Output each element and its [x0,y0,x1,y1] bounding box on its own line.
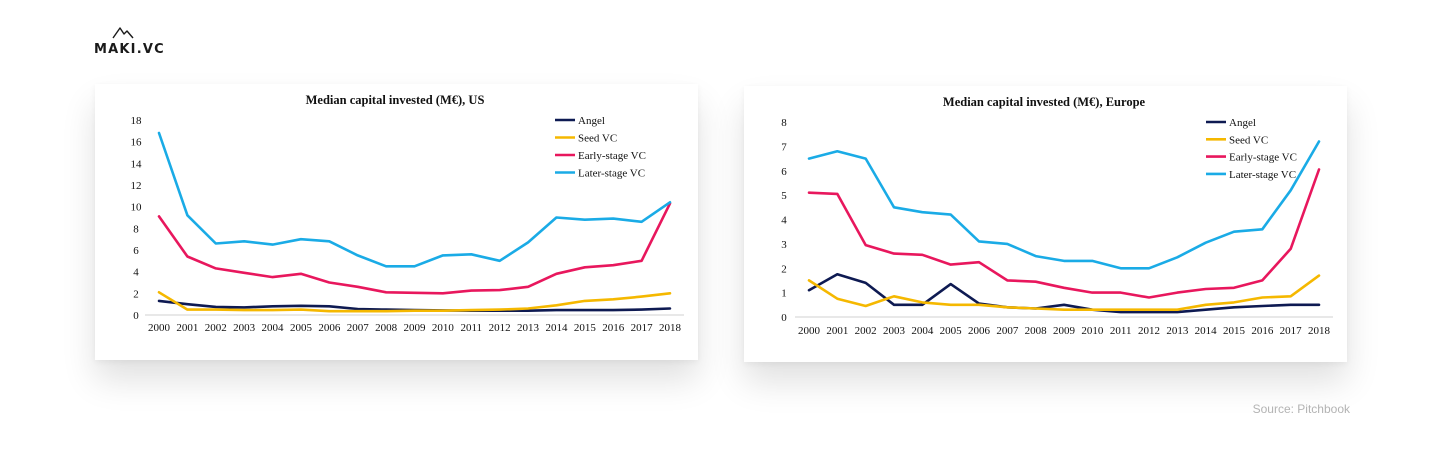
x-tick-label: 2006 [318,322,341,334]
series-line-seed-vc [157,291,672,313]
y-tick-label: 4 [781,215,787,227]
y-tick-label: 16 [131,137,143,149]
x-tick-label: 2012 [1138,325,1160,337]
y-tick-label: 8 [781,117,787,129]
y-tick-label: 4 [133,267,139,279]
legend-label-angel: Angel [578,115,605,127]
x-tick-label: 2014 [1195,325,1218,337]
x-tick-label: 2017 [631,322,654,334]
source-note: Source: Pitchbook [1252,402,1350,416]
x-tick-label: 2001 [826,325,848,337]
chart-title: Median capital invested (M€), Europe [943,95,1146,109]
y-tick-label: 18 [131,115,143,127]
y-tick-label: 12 [131,180,142,192]
series-line-later-stage-vc [157,131,672,268]
x-tick-label: 2006 [968,325,991,337]
series-line-early-stage-vc [157,202,672,295]
y-tick-label: 0 [133,310,139,322]
x-tick-label: 2012 [489,322,511,334]
maki-peak-icon [112,27,134,39]
chart-panel-europe: Median capital invested (M€), Europe 0 1 2 3… [744,86,1347,362]
legend-label-angel: Angel [1229,117,1256,129]
legend-label-early-stage-vc: Early-stage VC [578,150,646,162]
x-tick-label: 2007 [996,325,1019,337]
y-tick-label: 0 [781,312,787,324]
chart-panel-us: Median capital invested (M€), US 0 2 4 6 8 10 1… [95,84,698,360]
x-tick-label: 2018 [659,322,682,334]
legend-label-seed-vc: Seed VC [1229,134,1268,146]
x-tick-label: 2018 [1308,325,1331,337]
legend-label-later-stage-vc: Later-stage VC [1229,169,1296,181]
y-tick-label: 7 [781,141,787,153]
x-tick-label: 2008 [375,322,398,334]
x-tick-label: 2014 [545,322,568,334]
y-tick-label: 2 [781,263,787,275]
brand-name: MAKI.VC [94,42,165,57]
line-chart-us: Median capital invested (M€), US 0 2 4 6 8 10 1… [131,93,684,334]
x-tick-label: 2010 [432,322,455,334]
y-tick-label: 14 [131,158,143,170]
y-tick-label: 5 [781,190,787,202]
x-tick-label: 2015 [574,322,597,334]
y-tick-label: 8 [133,223,139,235]
series-line-seed-vc [807,274,1321,311]
y-tick-label: 6 [781,166,787,178]
x-tick-label: 2016 [602,322,625,334]
series-line-early-stage-vc [807,168,1321,299]
chart-title: Median capital invested (M€), US [306,93,485,107]
legend-label-early-stage-vc: Early-stage VC [1229,152,1297,164]
x-tick-label: 2008 [1025,325,1048,337]
line-chart-europe: Median capital invested (M€), Europe 0 1 2 3… [781,95,1333,337]
x-tick-label: 2017 [1280,325,1303,337]
x-tick-label: 2013 [517,322,540,334]
x-tick-label: 2004 [911,325,934,337]
x-tick-label: 2003 [233,322,256,334]
legend-label-later-stage-vc: Later-stage VC [578,168,645,180]
x-tick-label: 2016 [1251,325,1274,337]
x-tick-label: 2001 [176,322,198,334]
x-tick-label: 2007 [347,322,370,334]
x-tick-label: 2000 [798,325,821,337]
x-tick-label: 2010 [1081,325,1104,337]
x-tick-label: 2005 [290,322,313,334]
x-tick-label: 2002 [855,325,877,337]
x-tick-label: 2009 [1053,325,1076,337]
y-tick-label: 3 [781,239,787,251]
x-tick-label: 2005 [940,325,963,337]
y-tick-label: 6 [133,245,139,257]
x-tick-label: 2004 [262,322,285,334]
x-tick-label: 2013 [1166,325,1189,337]
legend-label-seed-vc: Seed VC [578,133,617,145]
series-line-later-stage-vc [807,140,1321,270]
x-tick-label: 2009 [404,322,427,334]
y-tick-label: 1 [781,288,787,300]
x-tick-label: 2003 [883,325,906,337]
series-line-angel [807,273,1321,314]
y-tick-label: 10 [131,202,143,214]
x-tick-label: 2002 [205,322,227,334]
y-tick-label: 2 [133,288,139,300]
x-tick-label: 2011 [1110,325,1132,337]
x-tick-label: 2015 [1223,325,1246,337]
x-tick-label: 2011 [460,322,482,334]
x-tick-label: 2000 [148,322,171,334]
